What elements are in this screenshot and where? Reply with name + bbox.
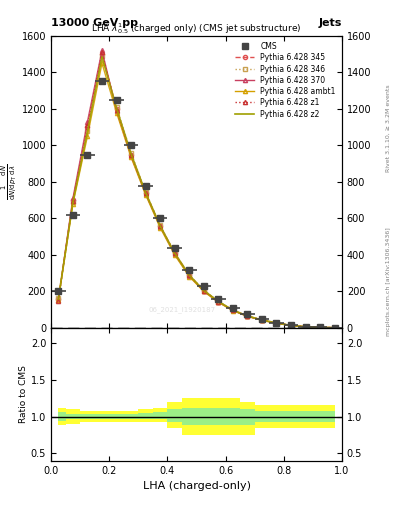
Text: 13000 GeV pp: 13000 GeV pp [51,18,138,28]
Text: Rivet 3.1.10, ≥ 3.2M events: Rivet 3.1.10, ≥ 3.2M events [386,84,391,172]
Text: Jets: Jets [319,18,342,28]
X-axis label: LHA (charged-only): LHA (charged-only) [143,481,250,491]
Text: mcplots.cern.ch [arXiv:1306.3436]: mcplots.cern.ch [arXiv:1306.3436] [386,227,391,336]
Text: 06_2021_I1920187: 06_2021_I1920187 [149,307,215,313]
Y-axis label: $\frac{1}{\mathrm{d}N/\mathrm{d}p_\mathrm{T}} \frac{\mathrm{d}N}{\mathrm{d}\lamb: $\frac{1}{\mathrm{d}N/\mathrm{d}p_\mathr… [0,164,19,200]
Title: LHA $\lambda^{1}_{0.5}$ (charged only) (CMS jet substructure): LHA $\lambda^{1}_{0.5}$ (charged only) (… [91,21,302,36]
Legend: CMS, Pythia 6.428 345, Pythia 6.428 346, Pythia 6.428 370, Pythia 6.428 ambt1, P: CMS, Pythia 6.428 345, Pythia 6.428 346,… [233,39,338,121]
Y-axis label: Ratio to CMS: Ratio to CMS [19,366,28,423]
